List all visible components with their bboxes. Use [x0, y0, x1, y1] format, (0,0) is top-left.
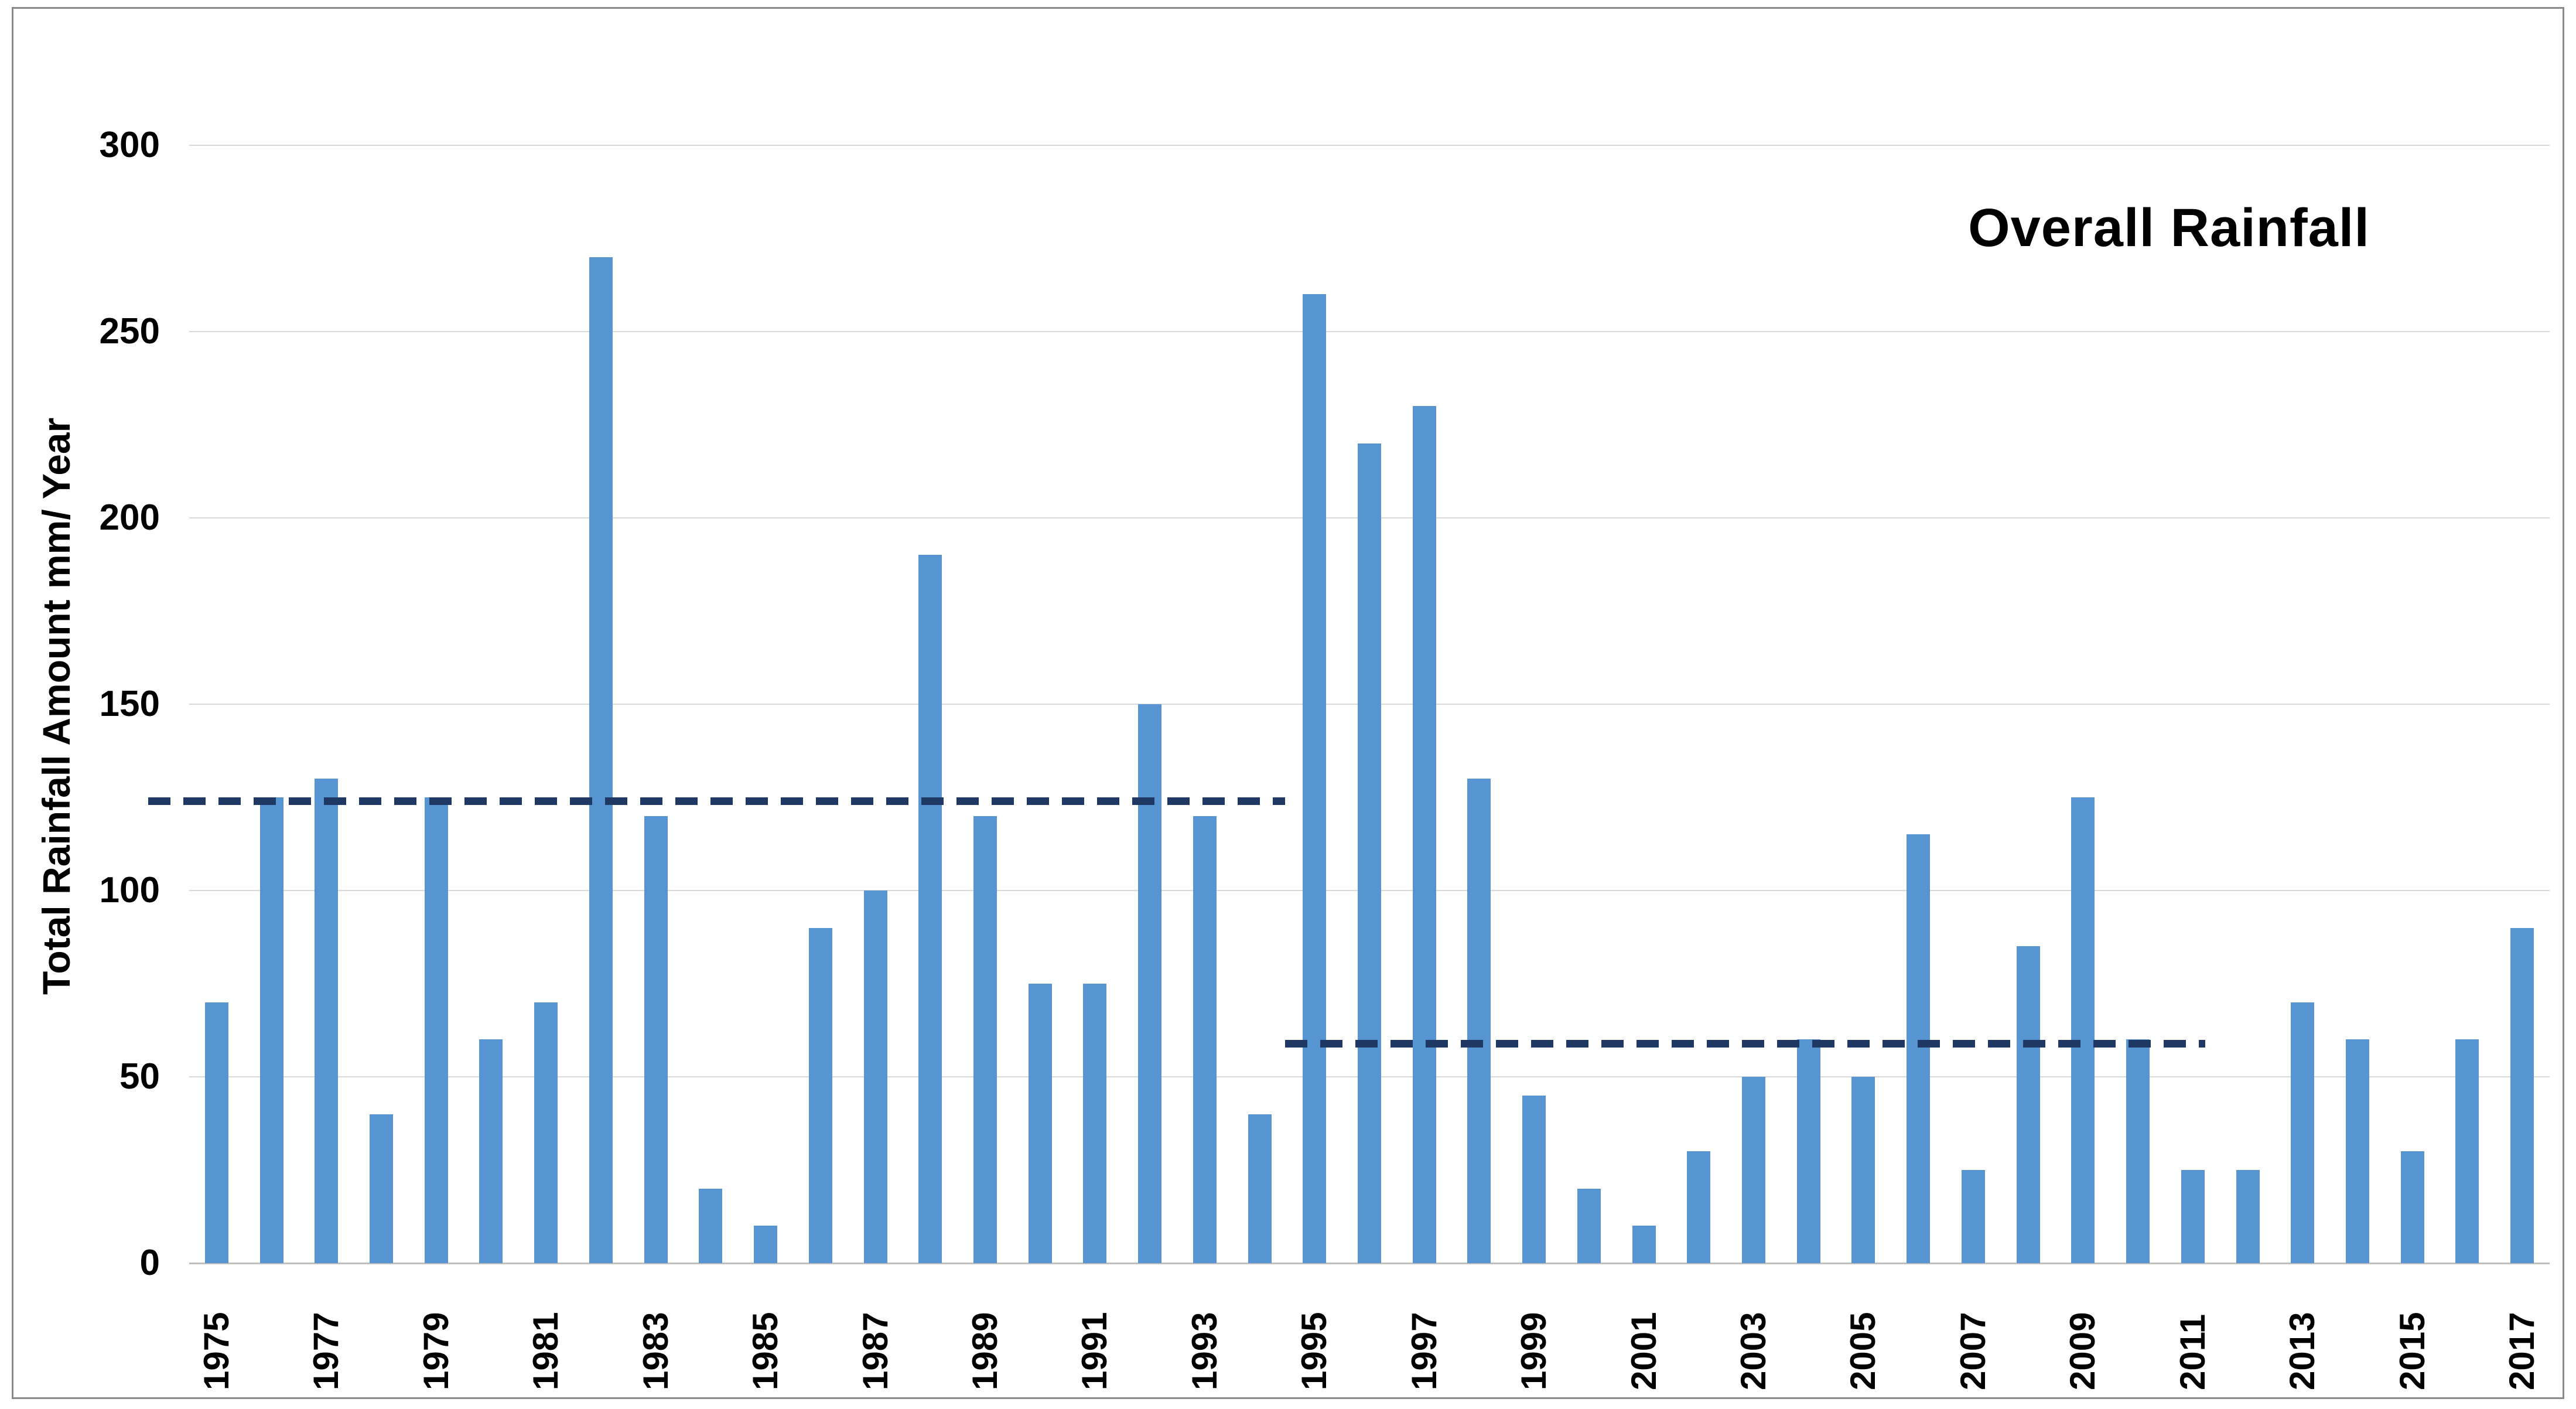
x-tick-label-2005: 2005 — [1843, 1312, 1883, 1390]
bar-2009 — [2071, 797, 2095, 1263]
bar-1998 — [1467, 779, 1491, 1263]
bar-1994 — [1248, 1114, 1272, 1263]
y-tick-label-50: 50 — [119, 1056, 160, 1097]
bar-1988 — [918, 555, 942, 1263]
bar-1975 — [204, 1002, 228, 1263]
bar-1983 — [644, 816, 668, 1263]
bar-2013 — [2291, 1002, 2315, 1263]
x-tick-label-2007: 2007 — [1953, 1312, 1993, 1390]
bar-1981 — [534, 1002, 558, 1263]
bar-1996 — [1358, 443, 1381, 1263]
x-tick-label-2009: 2009 — [2063, 1312, 2103, 1390]
bar-1985 — [754, 1226, 778, 1263]
y-tick-label-100: 100 — [99, 869, 160, 910]
bar-2015 — [2400, 1151, 2424, 1263]
bar-1999 — [1522, 1095, 1546, 1263]
bar-2016 — [2455, 1039, 2479, 1263]
bar-1976 — [259, 797, 283, 1263]
bar-1986 — [808, 927, 832, 1263]
x-tick-label-1993: 1993 — [1184, 1312, 1224, 1390]
x-tick-label-2011: 2011 — [2172, 1314, 2212, 1390]
dashed-reference-line-early-period-level — [148, 797, 1286, 806]
x-tick-label-1981: 1981 — [526, 1312, 566, 1390]
bar-2017 — [2510, 927, 2534, 1263]
bar-2010 — [2126, 1039, 2150, 1263]
bar-1991 — [1083, 983, 1107, 1263]
bar-1989 — [973, 816, 997, 1263]
x-tick-label-2013: 2013 — [2283, 1312, 2322, 1390]
x-tick-label-2015: 2015 — [2392, 1312, 2432, 1390]
bar-1997 — [1412, 405, 1436, 1263]
x-axis-line — [189, 1263, 2550, 1264]
y-tick-label-150: 150 — [99, 683, 160, 724]
x-tick-label-1991: 1991 — [1075, 1312, 1115, 1390]
x-tick-label-2001: 2001 — [1624, 1312, 1663, 1390]
bar-1977 — [315, 779, 339, 1263]
bar-2005 — [1851, 1076, 1875, 1263]
bar-1984 — [699, 1188, 723, 1263]
x-tick-label-1975: 1975 — [196, 1312, 236, 1390]
bar-1980 — [479, 1039, 503, 1263]
x-tick-label-2017: 2017 — [2502, 1312, 2542, 1390]
bar-1992 — [1138, 704, 1162, 1263]
bar-1979 — [424, 797, 448, 1263]
bar-2008 — [2016, 946, 2040, 1263]
bar-2002 — [1687, 1151, 1711, 1263]
bar-1987 — [863, 890, 887, 1263]
chart-frame: Overall Rainfall Total Rainfall Amount m… — [12, 7, 2564, 1399]
bar-2003 — [1742, 1076, 1766, 1263]
x-tick-label-1985: 1985 — [746, 1312, 785, 1390]
chart-title: Overall Rainfall — [1968, 198, 2370, 258]
y-tick-label-300: 300 — [99, 124, 160, 165]
bar-1995 — [1303, 294, 1327, 1263]
x-tick-label-1995: 1995 — [1294, 1312, 1334, 1390]
y-tick-label-250: 250 — [99, 311, 160, 352]
bar-2001 — [1632, 1226, 1656, 1263]
bar-1982 — [589, 257, 613, 1263]
bar-2011 — [2181, 1169, 2205, 1263]
gridline-250 — [189, 330, 2550, 332]
y-tick-label-0: 0 — [139, 1243, 160, 1283]
bar-1993 — [1193, 816, 1217, 1263]
plot-area — [148, 97, 2550, 1264]
bar-2006 — [1907, 834, 1931, 1263]
y-tick-label-200: 200 — [99, 497, 160, 538]
x-tick-label-2003: 2003 — [1734, 1312, 1774, 1390]
x-tick-label-1987: 1987 — [855, 1312, 895, 1390]
x-tick-label-1989: 1989 — [965, 1312, 1005, 1390]
x-tick-label-1997: 1997 — [1404, 1312, 1444, 1390]
bar-1990 — [1028, 983, 1052, 1263]
bar-2014 — [2345, 1039, 2369, 1263]
gridline-300 — [189, 144, 2550, 146]
dashed-reference-line-late-period-level — [1285, 1039, 2206, 1048]
x-tick-label-1983: 1983 — [636, 1312, 675, 1390]
bar-2004 — [1796, 1039, 1820, 1263]
bar-2012 — [2236, 1169, 2260, 1263]
bar-2000 — [1577, 1188, 1601, 1263]
x-tick-label-1979: 1979 — [416, 1312, 456, 1390]
x-tick-label-1999: 1999 — [1514, 1312, 1554, 1390]
bar-1978 — [370, 1114, 394, 1263]
bar-2007 — [1961, 1169, 1985, 1263]
x-tick-label-1977: 1977 — [306, 1312, 346, 1390]
